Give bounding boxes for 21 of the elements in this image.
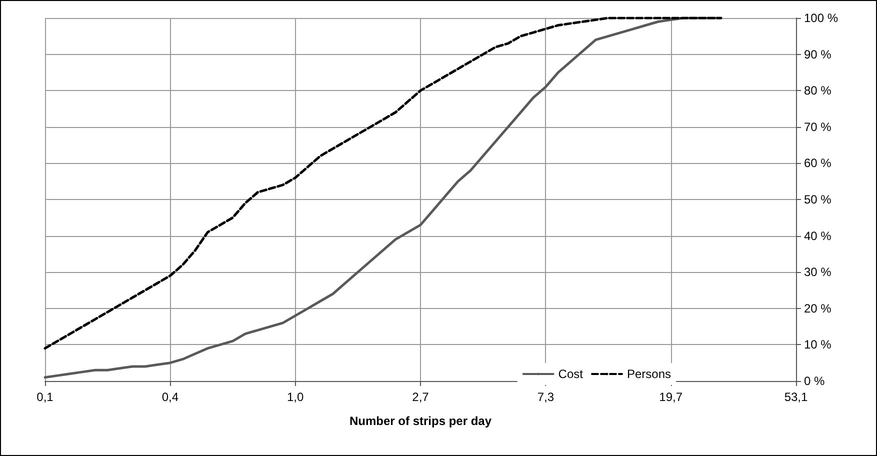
legend-label: Cost (558, 367, 584, 381)
x-tick-label: 0,4 (162, 390, 179, 404)
x-tick-label: 0,1 (36, 390, 54, 404)
y-tick-label: 20 % (804, 301, 832, 316)
x-axis-title: Number of strips per day (349, 414, 492, 428)
legend-label: Persons (626, 367, 672, 381)
x-tick-label: 7,3 (537, 390, 554, 404)
y-tick-label: 70 % (804, 120, 832, 134)
x-tick-label: 53,1 (784, 390, 808, 404)
y-tick-label: 0 % (804, 374, 826, 388)
y-tick-label: 40 % (804, 228, 832, 243)
x-tick-label: 19,7 (659, 390, 683, 404)
y-tick-label: 60 % (804, 156, 832, 170)
y-tick-label: 30 % (804, 265, 832, 280)
y-tick-label: 50 % (804, 192, 832, 206)
y-tick-label: 10 % (804, 338, 832, 352)
x-tick-label: 1,0 (286, 390, 304, 404)
y-tick-label: 90 % (804, 47, 832, 62)
y-tick-label: 100 % (804, 11, 838, 25)
y-tick-label: 80 % (804, 84, 832, 98)
x-tick-label: 2,7 (412, 390, 430, 404)
